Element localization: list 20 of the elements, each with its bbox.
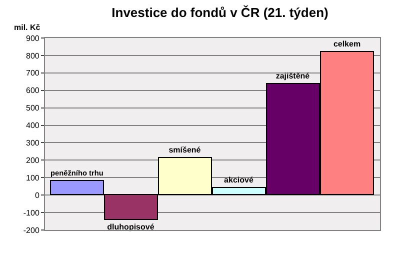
y-tick-label: 900 [26, 34, 40, 43]
x-tick-label: smíšené [168, 146, 202, 154]
y-tick-label: 200 [26, 156, 40, 165]
x-tick-label: celkem [333, 40, 361, 48]
y-tick-label: 700 [26, 68, 40, 78]
y-tick-label: 300 [26, 138, 40, 148]
y-tick-label: -100 [23, 208, 40, 218]
y-tick-label: 0 [34, 190, 40, 200]
x-tick-label: dluhopisové [107, 222, 155, 232]
y-tick-label: 100 [26, 173, 40, 182]
y-tick-label: -200 [23, 226, 40, 235]
x-tick-label: akciové [224, 176, 254, 184]
x-tick-label: zajištěné [276, 72, 310, 80]
chart-title: Investice do fondů v ČR (21. týden) [112, 4, 328, 20]
x-tick-label: peněžního trhu [50, 168, 104, 178]
y-tick-label: 500 [26, 104, 40, 113]
y-tick-label: 600 [26, 86, 40, 96]
y-axis-title: mil. Kč [14, 23, 41, 32]
y-tick-label: 800 [26, 51, 40, 60]
y-tick-label: 400 [26, 121, 40, 130]
